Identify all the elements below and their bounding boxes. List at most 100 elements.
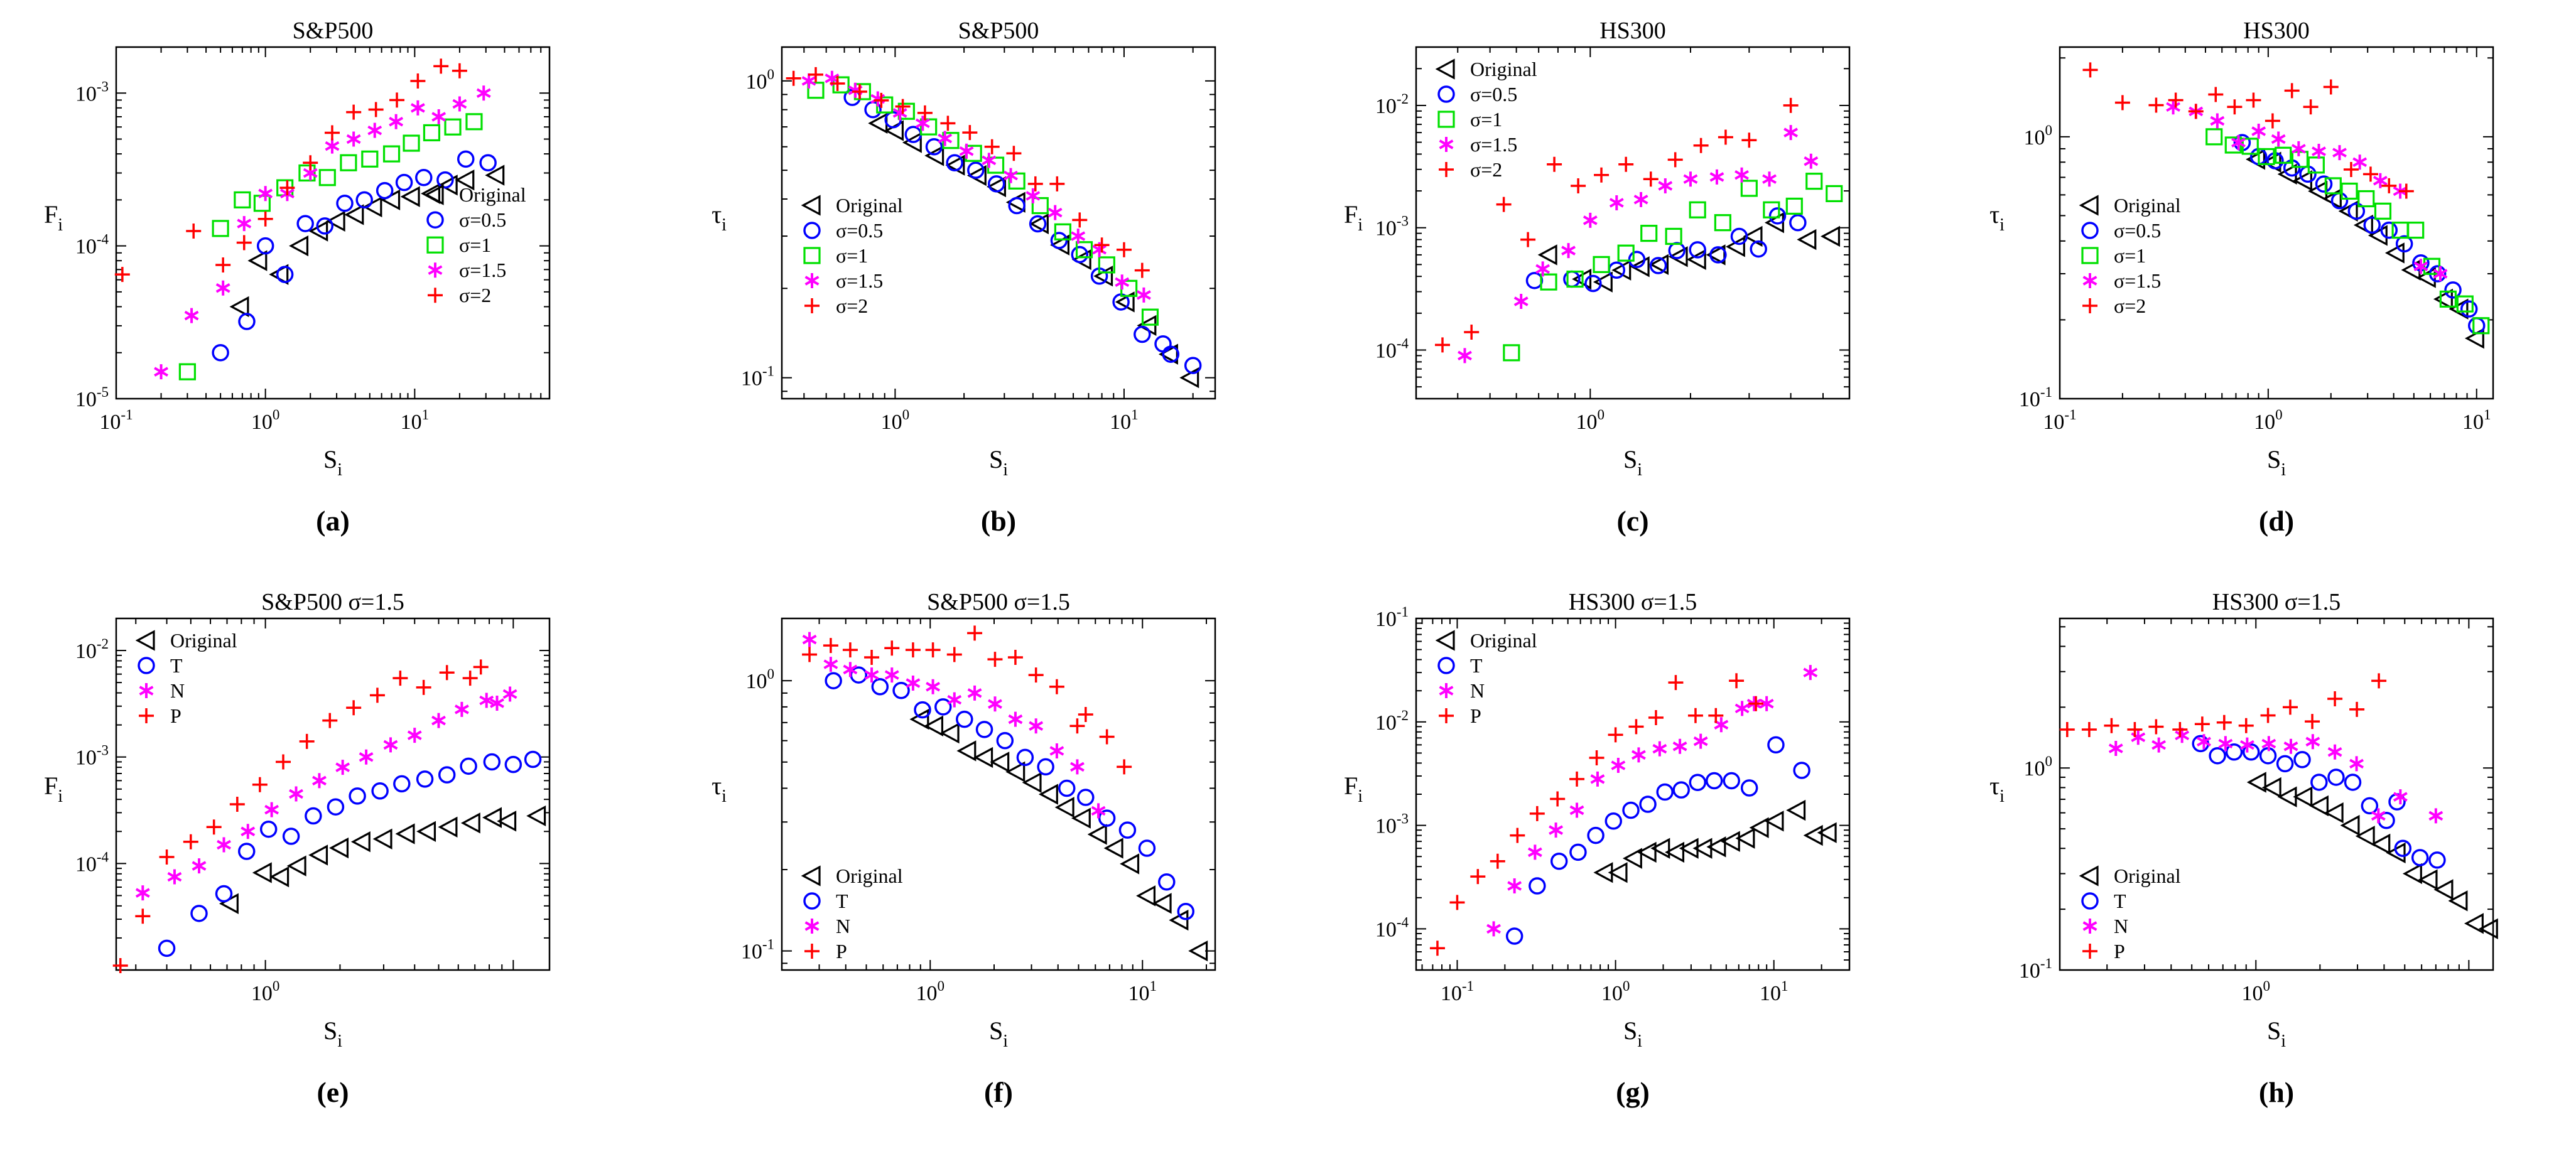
series-e-0 — [219, 805, 546, 914]
x-tick-label: 101 — [1128, 978, 1157, 1005]
data-point — [2246, 92, 2261, 108]
chart-title: S&P500 σ=1.5 — [927, 589, 1070, 615]
data-point — [308, 844, 328, 866]
data-point — [1031, 197, 1049, 215]
data-point — [483, 753, 501, 771]
data-point — [346, 700, 362, 716]
data-point — [2353, 214, 2373, 236]
y-axis-label: Fi — [44, 200, 63, 235]
data-point — [1022, 772, 1042, 794]
data-point — [1117, 759, 1132, 775]
data-point — [279, 180, 295, 196]
data-point — [355, 191, 373, 209]
data-point — [1026, 188, 1041, 203]
data-point — [1593, 256, 1610, 273]
data-point — [925, 642, 941, 658]
y-axis-label: τi — [1989, 772, 2005, 806]
data-point — [431, 109, 446, 124]
y-tick-label: 10-5 — [75, 384, 109, 411]
data-point — [1665, 841, 1685, 863]
data-point — [1826, 185, 1843, 203]
data-point — [2327, 691, 2343, 707]
data-point — [2166, 99, 2180, 115]
data-point — [1141, 308, 1159, 326]
data-point — [135, 908, 151, 924]
data-point — [892, 682, 910, 699]
data-point — [372, 828, 392, 849]
series-e-1 — [158, 750, 542, 957]
data-point — [476, 85, 491, 101]
data-point — [482, 807, 502, 828]
data-point — [1028, 667, 1044, 683]
x-tick-label: 101 — [2462, 407, 2491, 434]
data-point — [135, 885, 150, 901]
data-point — [864, 650, 880, 666]
legend-marker — [139, 683, 154, 698]
data-point — [807, 82, 825, 99]
panel-label: (a) — [316, 505, 350, 537]
y-tick-label: 10-1 — [2019, 384, 2052, 411]
series-a-4 — [114, 58, 467, 283]
panel-d: 10-1 100 101 10-1 100 HS300 Si τi (d) Originalσ=0… — [1989, 18, 2494, 537]
data-point — [1091, 803, 1106, 819]
data-point — [2418, 869, 2438, 890]
series-c-1 — [1525, 207, 1807, 293]
data-point — [1449, 895, 1465, 910]
data-point — [2148, 719, 2164, 735]
x-axis-label: Si — [989, 445, 1008, 480]
data-point — [1054, 797, 1074, 818]
data-point — [802, 632, 817, 647]
chart-title: S&P500 σ=1.5 — [261, 589, 404, 615]
plot-frame-g — [1415, 617, 1851, 971]
data-point — [2349, 701, 2365, 717]
series-c-2 — [1503, 173, 1843, 362]
data-point — [1785, 197, 1803, 215]
y-tick-label: 100 — [2024, 753, 2053, 780]
data-point — [1550, 853, 1568, 870]
data-point — [1071, 245, 1089, 264]
data-point — [1730, 227, 1748, 245]
legend-marker — [804, 919, 820, 934]
data-point — [1665, 227, 1682, 245]
data-point — [1714, 214, 1731, 232]
data-point — [340, 154, 357, 171]
data-point — [1458, 348, 1472, 364]
data-point — [1008, 197, 1026, 215]
panel-h: 100 10-1 100 HS300 σ=1.5 Si τi (h) Original TNP — [1989, 589, 2498, 1108]
y-tick-label: 10-1 — [741, 937, 774, 964]
series-b-4 — [786, 67, 1150, 278]
data-point — [871, 678, 889, 696]
data-point — [1656, 783, 1674, 801]
data-point — [934, 698, 952, 716]
data-point — [914, 701, 931, 719]
data-point — [2271, 131, 2286, 147]
data-point — [2444, 281, 2462, 299]
data-point — [1134, 262, 1150, 278]
data-point — [1631, 747, 1646, 763]
data-point — [1622, 801, 1640, 819]
chart-title: HS300 — [1599, 18, 1666, 44]
data-point — [2371, 673, 2387, 689]
data-point — [1793, 762, 1810, 779]
data-point — [1817, 822, 1837, 843]
data-point — [114, 267, 130, 283]
data-point — [415, 169, 433, 186]
data-point — [892, 105, 907, 121]
data-point — [322, 713, 338, 728]
data-point — [436, 171, 454, 189]
data-point — [258, 186, 273, 202]
data-point — [975, 721, 993, 738]
data-point — [2108, 741, 2123, 757]
data-point — [1804, 153, 1819, 169]
minor-ticks-d — [2059, 47, 2493, 399]
panel-a: 10-1 100 101 10-5 10-4 10-3 S&P500 Si Fi (a) Origi… — [44, 18, 551, 537]
data-point — [485, 164, 505, 186]
series-g-1 — [1505, 736, 1810, 945]
y-tick-label: 10-4 — [75, 232, 109, 259]
legend-h: Original TNP — [2079, 865, 2181, 962]
data-point — [1486, 921, 1501, 937]
legend-marker — [426, 211, 444, 229]
legend-marker — [1437, 85, 1455, 103]
data-point — [308, 220, 328, 242]
